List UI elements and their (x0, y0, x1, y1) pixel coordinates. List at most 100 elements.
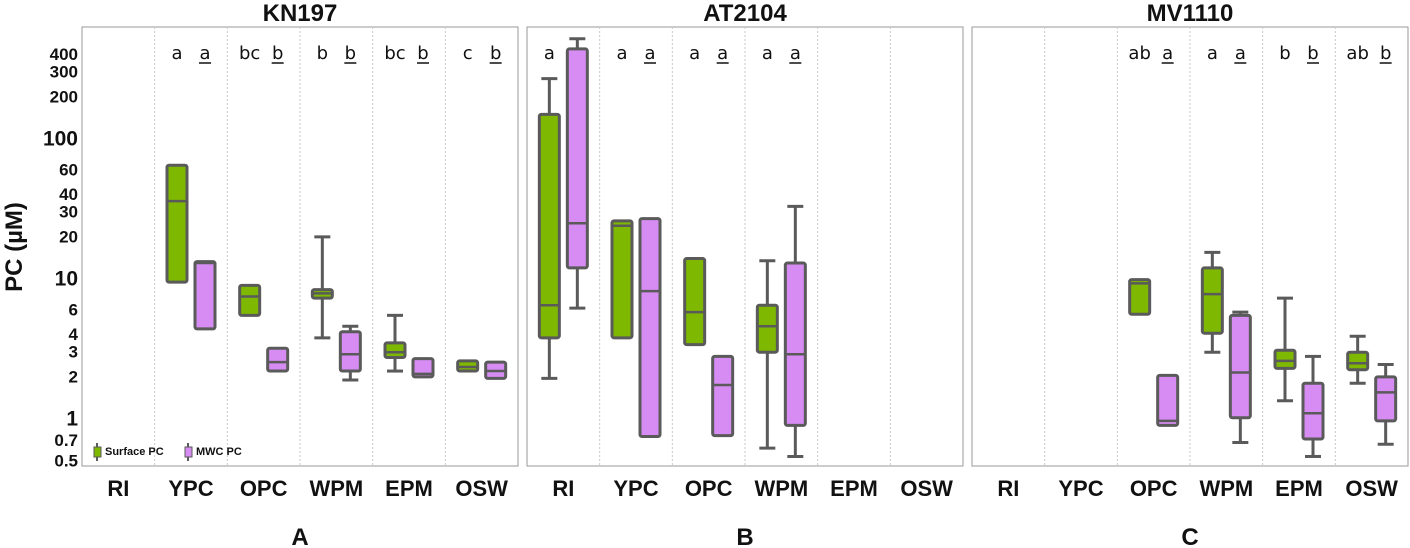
sig-letter-mwc: a (1235, 43, 1246, 64)
box-iqr (565, 47, 589, 270)
sig-letter-mwc: b (272, 43, 283, 64)
category-label: OSW (900, 476, 953, 501)
box-surface-opc (1128, 278, 1152, 316)
box-iqr (1228, 313, 1252, 420)
box-mwc-opc (266, 346, 290, 373)
category-label: RI (552, 476, 574, 501)
y-tick-label: 4 (69, 325, 79, 344)
box-iqr (383, 341, 407, 359)
sig-letter-surface: b (1279, 43, 1290, 64)
box-iqr (537, 112, 561, 340)
category-label: EPM (1275, 476, 1323, 501)
sig-letter-surface: b (317, 43, 328, 64)
y-tick-label: 0.5 (54, 452, 78, 471)
y-tick-label: 6 (69, 301, 78, 320)
sig-letter-surface: a (544, 43, 555, 64)
sig-letter-surface: ab (1346, 43, 1368, 64)
box-iqr (1200, 266, 1224, 335)
box-surface-wpm (755, 259, 779, 450)
category-label: OPC (240, 476, 288, 501)
y-tick-label: 400 (50, 45, 78, 64)
box-iqr (1346, 350, 1370, 372)
box-mwc-wpm (783, 204, 807, 458)
box-iqr (1301, 381, 1325, 441)
panel-title: AT2104 (703, 0, 787, 27)
box-iqr (266, 346, 290, 373)
sig-letter-mwc: a (717, 43, 728, 64)
y-tick-label: 40 (59, 185, 78, 204)
box-iqr (338, 330, 362, 373)
panel-at2104: AT2104BRIaaYPCaaOPCaaWPMaaEPMOSW (526, 0, 964, 548)
box-mwc-epm (411, 357, 435, 379)
box-iqr (1374, 375, 1398, 423)
category-label: YPC (613, 476, 658, 501)
box-mwc-osw (1374, 363, 1398, 446)
box-iqr (783, 261, 807, 427)
sig-letter-mwc: a (790, 43, 801, 64)
panel-letter: C (1181, 524, 1198, 548)
y-axis-label: PC (µM) (1, 202, 28, 292)
box-iqr (755, 303, 779, 354)
box-surface-opc (683, 257, 707, 347)
sig-letter-mwc: b (345, 43, 356, 64)
sig-letter-surface: a (689, 43, 700, 64)
category-label: RI (107, 476, 129, 501)
sig-letter-mwc: b (1380, 43, 1391, 64)
box-mwc-wpm (1228, 310, 1252, 444)
panel-title: KN197 (263, 0, 338, 27)
box-surface-wpm (310, 235, 334, 340)
sig-letter-mwc: b (1307, 43, 1318, 64)
y-tick-label: 3 (69, 343, 78, 362)
box-mwc-ypc (193, 260, 217, 331)
y-tick-label: 1 (66, 408, 78, 431)
legend-entry: MWC PC (196, 446, 242, 458)
box-surface-osw (456, 359, 480, 373)
sig-letter-surface: a (616, 43, 627, 64)
panel-letter: B (736, 524, 753, 548)
category-label: OSW (1345, 476, 1398, 501)
sig-letter-surface: a (762, 43, 773, 64)
box-surface-ypc (165, 163, 189, 284)
box-surface-opc (238, 283, 262, 317)
category-label: WPM (309, 476, 363, 501)
box-iqr (711, 354, 735, 438)
legend-swatch (93, 446, 102, 458)
panel-title: MV1110 (1147, 0, 1234, 27)
category-label: WPM (1199, 476, 1253, 501)
category-label: RI (997, 476, 1019, 501)
box-iqr (610, 219, 634, 340)
category-label: EPM (830, 476, 878, 501)
box-iqr (411, 357, 435, 379)
y-tick-label: 60 (59, 161, 78, 180)
legend-swatch (184, 446, 193, 458)
box-mwc-epm (1301, 354, 1325, 458)
sig-letter-surface: a (1207, 43, 1218, 64)
sig-letter-surface: bc (239, 43, 260, 64)
box-surface-epm (1273, 296, 1297, 403)
box-iqr (193, 260, 217, 331)
box-iqr (638, 217, 662, 438)
box-mwc-opc (711, 354, 735, 438)
box-iqr (165, 163, 189, 284)
box-mwc-wpm (338, 324, 362, 382)
y-tick-label: 100 (43, 128, 78, 151)
y-tick-label: 0.7 (54, 431, 78, 450)
category-label: YPC (168, 476, 213, 501)
box-mwc-ypc (638, 217, 662, 438)
sig-letter-mwc: a (644, 43, 655, 64)
category-label: OPC (1130, 476, 1178, 501)
box-iqr (683, 257, 707, 347)
y-tick-label: 10 (55, 268, 78, 291)
box-iqr (238, 283, 262, 317)
category-label: OPC (685, 476, 733, 501)
sig-letter-mwc: a (199, 43, 210, 64)
category-label: YPC (1058, 476, 1103, 501)
category-label: OSW (455, 476, 508, 501)
y-tick-label: 2 (69, 367, 78, 386)
box-surface-osw (1346, 334, 1370, 385)
